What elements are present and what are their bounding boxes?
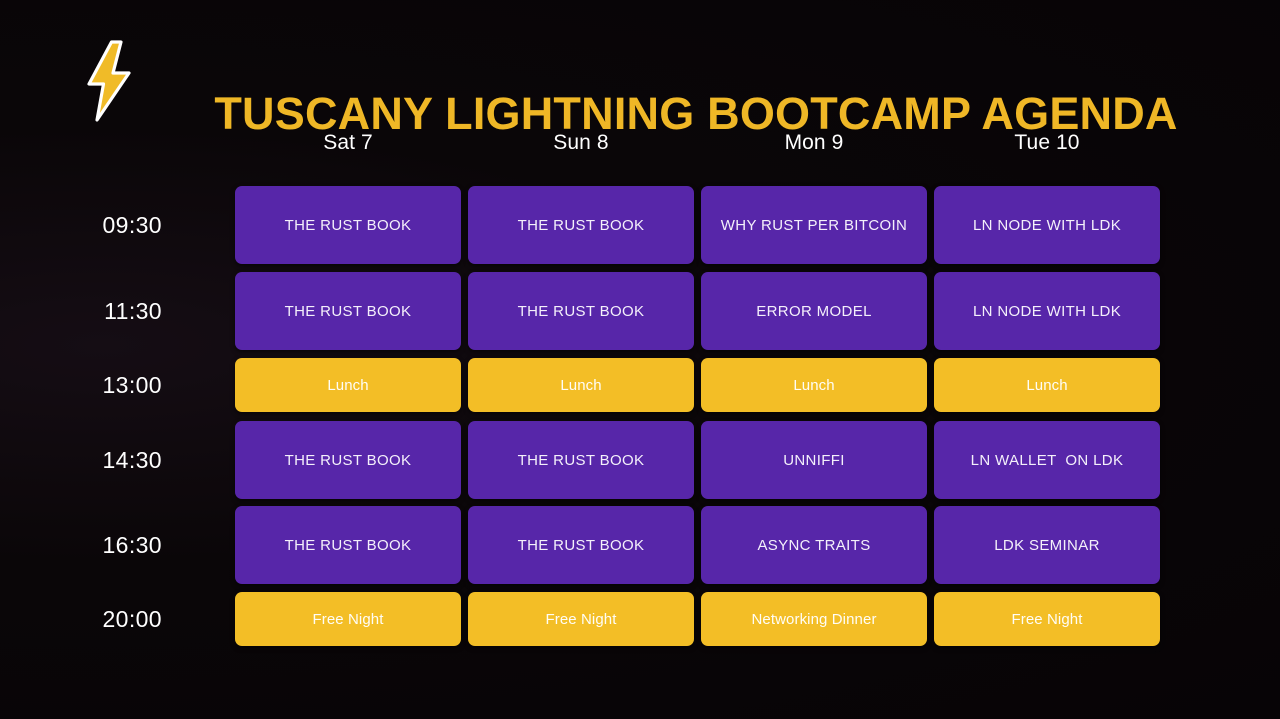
agenda-row-cells: THE RUST BOOK THE RUST BOOK WHY RUST PER… [235, 186, 1160, 264]
agenda-cell[interactable]: Free Night [468, 592, 694, 646]
agenda-row-cells: Lunch Lunch Lunch Lunch [235, 358, 1160, 412]
agenda-cell[interactable]: Lunch [701, 358, 927, 412]
agenda-cell[interactable]: THE RUST BOOK [235, 421, 461, 499]
agenda-cell[interactable]: LN WALLET ON LDK [934, 421, 1160, 499]
agenda-cell[interactable]: THE RUST BOOK [468, 186, 694, 264]
slide-header: TUSCANY LIGHTNING BOOTCAMP AGENDA [0, 34, 1280, 139]
page-title: TUSCANY LIGHTNING BOOTCAMP AGENDA [214, 88, 1178, 139]
slot-time-label: 13:00 [102, 372, 162, 398]
agenda-cell[interactable]: THE RUST BOOK [468, 421, 694, 499]
day-header-mon: Mon 9 [784, 131, 844, 154]
agenda-cell[interactable]: THE RUST BOOK [235, 506, 461, 584]
agenda-row: 09:30 THE RUST BOOK THE RUST BOOK WHY RU… [0, 186, 1160, 264]
agenda-cell[interactable]: THE RUST BOOK [468, 506, 694, 584]
agenda-row: 13:00 Lunch Lunch Lunch Lunch [0, 358, 1160, 412]
slot-time-label: 11:30 [104, 298, 162, 324]
agenda-cell[interactable]: THE RUST BOOK [235, 272, 461, 350]
agenda-row: 11:30 THE RUST BOOK THE RUST BOOK ERROR … [0, 272, 1160, 350]
agenda-cell[interactable]: UNNIFFI [701, 421, 927, 499]
agenda-cell[interactable]: Lunch [235, 358, 461, 412]
agenda-row-cells: Free Night Free Night Networking Dinner … [235, 592, 1160, 646]
agenda-cell[interactable]: ERROR MODEL [701, 272, 927, 350]
agenda-cell[interactable]: THE RUST BOOK [235, 186, 461, 264]
slot-time-label: 20:00 [102, 606, 162, 632]
agenda-cell[interactable]: Free Night [934, 592, 1160, 646]
day-header-tue: Tue 10 [1014, 131, 1080, 154]
agenda-row: 20:00 Free Night Free Night Networking D… [0, 592, 1160, 646]
slot-time-label: 16:30 [102, 532, 162, 558]
agenda-row-cells: THE RUST BOOK THE RUST BOOK UNNIFFI LN W… [235, 421, 1160, 499]
agenda-cell[interactable]: THE RUST BOOK [468, 272, 694, 350]
agenda-cell[interactable]: LN NODE WITH LDK [934, 186, 1160, 264]
agenda-cell[interactable]: LDK SEMINAR [934, 506, 1160, 584]
agenda-row-cells: THE RUST BOOK THE RUST BOOK ERROR MODEL … [235, 272, 1160, 350]
agenda-cell[interactable]: Lunch [468, 358, 694, 412]
agenda-row: 14:30 THE RUST BOOK THE RUST BOOK UNNIFF… [0, 421, 1160, 499]
slot-time-label: 14:30 [102, 447, 162, 473]
agenda-row-cells: THE RUST BOOK THE RUST BOOK ASYNC TRAITS… [235, 506, 1160, 584]
day-header-row: Sat 7 Sun 8 Mon 9 Tue 10 [235, 128, 1160, 176]
agenda-cell[interactable]: Networking Dinner [701, 592, 927, 646]
agenda-cell[interactable]: Lunch [934, 358, 1160, 412]
slot-time-label: 09:30 [102, 212, 162, 238]
agenda-row: 16:30 THE RUST BOOK THE RUST BOOK ASYNC … [0, 506, 1160, 584]
agenda-cell[interactable]: ASYNC TRAITS [701, 506, 927, 584]
day-header-sat: Sat 7 [323, 131, 373, 154]
agenda-cell[interactable]: Free Night [235, 592, 461, 646]
lightning-bolt-icon [80, 40, 138, 122]
agenda-cell[interactable]: WHY RUST PER BITCOIN [701, 186, 927, 264]
agenda-cell[interactable]: LN NODE WITH LDK [934, 272, 1160, 350]
day-header-sun: Sun 8 [553, 131, 609, 154]
